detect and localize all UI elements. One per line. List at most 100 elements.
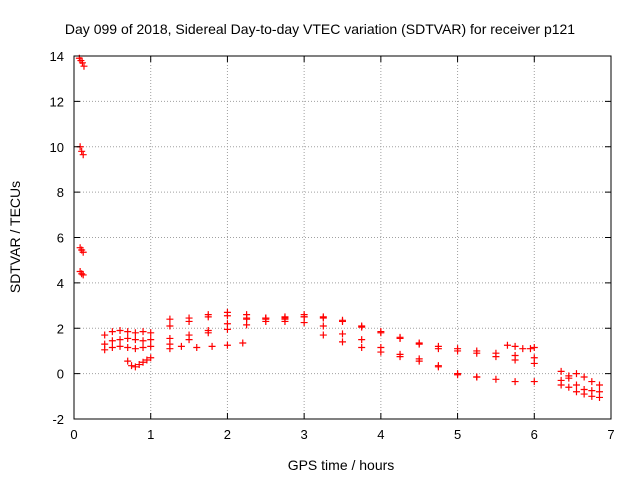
- data-point: [339, 338, 346, 346]
- data-point: [101, 346, 109, 354]
- data-point: [557, 367, 565, 375]
- data-point: [473, 347, 481, 355]
- data-point: [139, 344, 147, 352]
- data-point: [243, 311, 251, 319]
- grid: [74, 56, 611, 419]
- series-track-j: [503, 341, 538, 353]
- data-point: [193, 344, 201, 352]
- x-tick-label: 5: [454, 427, 461, 442]
- data-point: [147, 336, 155, 344]
- data-point: [526, 345, 534, 353]
- data-point: [588, 378, 596, 386]
- data-point: [339, 316, 346, 324]
- x-axis-label: GPS time / hours: [288, 457, 395, 473]
- data-point: [358, 322, 366, 330]
- data-point: [530, 354, 538, 362]
- data-point: [396, 353, 404, 361]
- data-point: [79, 271, 87, 279]
- data-point: [415, 339, 423, 347]
- data-point: [131, 363, 139, 371]
- data-point: [377, 344, 385, 352]
- data-point: [124, 344, 132, 352]
- data-point: [80, 62, 88, 70]
- data-point: [147, 342, 155, 350]
- data-point: [511, 351, 519, 359]
- y-tick-label: 4: [57, 276, 64, 291]
- x-tick-label: 4: [377, 427, 384, 442]
- data-point: [595, 393, 603, 401]
- x-tick-label: 1: [147, 427, 154, 442]
- data-point: [565, 372, 573, 380]
- data-point: [135, 361, 143, 369]
- data-point: [139, 328, 147, 336]
- data-point: [124, 328, 132, 336]
- data-point: [239, 339, 247, 347]
- data-point: [557, 381, 565, 389]
- data-point: [185, 317, 193, 325]
- data-point: [492, 349, 500, 357]
- data-point: [116, 342, 124, 350]
- data-point: [108, 337, 116, 345]
- data-point: [79, 151, 87, 159]
- data-point: [281, 315, 289, 323]
- series-track-d: [124, 354, 155, 371]
- data-point: [530, 344, 538, 352]
- data-point: [128, 362, 136, 370]
- data-point: [580, 373, 588, 381]
- data-point: [454, 370, 462, 378]
- data-point: [319, 322, 327, 330]
- data-point: [319, 313, 327, 321]
- y-axis-label: SDTVAR / TECUs: [7, 181, 23, 293]
- data-point: [101, 331, 109, 339]
- x-tick-label: 6: [531, 427, 538, 442]
- data-point: [580, 390, 588, 398]
- data-point: [78, 270, 86, 278]
- data-point: [116, 336, 124, 344]
- data-point: [454, 345, 462, 353]
- x-tick-label: 3: [301, 427, 308, 442]
- data-point: [595, 381, 603, 389]
- data-point: [131, 336, 139, 344]
- series-track-b: [101, 334, 155, 348]
- y-tick-label: 2: [57, 321, 64, 336]
- data-point: [511, 378, 519, 386]
- data-point: [108, 328, 116, 336]
- data-point: [396, 333, 404, 341]
- data-point: [565, 383, 573, 391]
- data-point: [116, 327, 124, 335]
- data-point: [79, 248, 87, 256]
- data-point: [319, 331, 327, 339]
- series-track-m: [557, 370, 603, 389]
- data-point: [124, 357, 132, 365]
- x-tick-label: 7: [607, 427, 614, 442]
- data-point: [358, 336, 366, 344]
- data-point: [78, 59, 86, 67]
- data-point: [434, 363, 442, 371]
- y-tick-label: 14: [50, 49, 64, 64]
- data-point: [139, 358, 147, 366]
- data-point: [300, 313, 308, 321]
- series-track-a: [101, 327, 155, 339]
- data-point: [243, 321, 251, 329]
- data-point: [124, 334, 132, 342]
- series-track-l: [557, 376, 603, 401]
- data-point: [131, 329, 139, 337]
- y-tick-label: 0: [57, 367, 64, 382]
- data-point: [223, 325, 231, 333]
- data-point: [339, 330, 346, 338]
- data-point: [519, 345, 527, 353]
- data-point: [262, 317, 270, 325]
- data-point: [166, 340, 174, 348]
- data-point: [147, 354, 155, 362]
- data-point: [503, 341, 511, 349]
- data-point: [473, 373, 481, 381]
- data-point: [377, 328, 385, 336]
- data-point: [185, 331, 193, 339]
- data-point: [572, 381, 580, 389]
- data-point: [572, 370, 580, 378]
- y-tick-label: 6: [57, 231, 64, 246]
- data-point: [223, 341, 231, 349]
